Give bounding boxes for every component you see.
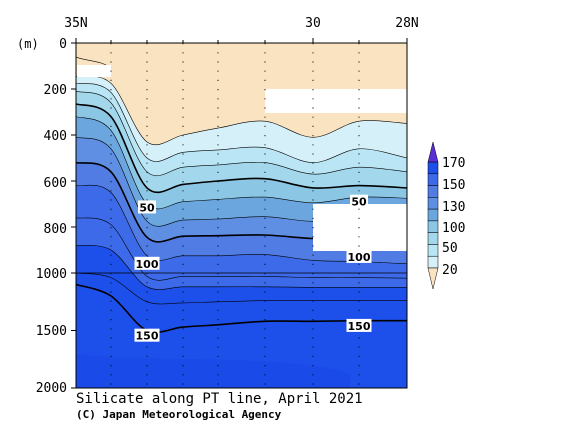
colorbar-box	[427, 220, 439, 233]
y-tick-label: 600	[44, 176, 67, 191]
contour-label-box	[134, 328, 160, 342]
colorbar-box	[427, 232, 439, 245]
y-tick-label: 1000	[36, 267, 67, 282]
colorbar-box	[427, 185, 439, 198]
contour-labels: 50 50 100 100 150 150	[134, 194, 372, 343]
colorbar-box	[427, 208, 439, 222]
colorbar-bottom-triangle	[427, 267, 439, 290]
missing-data-patch	[77, 65, 111, 77]
contour-label-box	[134, 256, 160, 270]
x-tick-label: 30	[305, 16, 321, 31]
missing-data-patch	[313, 204, 407, 251]
contour-label: 50	[139, 201, 155, 214]
contour-label-box	[350, 194, 368, 208]
colorbar-label: 50	[442, 241, 458, 256]
contour-label: 150	[136, 330, 159, 343]
x-axis-ticks	[75, 38, 408, 43]
contour-150	[76, 283, 407, 334]
x-tick-label: 28N	[395, 16, 418, 31]
contour-40	[76, 91, 407, 177]
y-tick-label: 800	[44, 222, 67, 237]
missing-data-patches	[77, 65, 407, 251]
band-deep	[76, 353, 350, 388]
x-tick-label: 35N	[64, 16, 87, 31]
contour-20	[76, 75, 407, 146]
contour-110	[76, 184, 407, 265]
contour-label: 100	[348, 251, 371, 264]
missing-data-patch	[265, 89, 407, 113]
contour-30	[76, 82, 407, 163]
colorbar-label: 170	[442, 156, 465, 171]
colorbar-box	[427, 255, 439, 269]
y-axis-unit: (m)	[17, 37, 39, 51]
y-tick-label: 2000	[36, 381, 67, 396]
colorbar-label: 20	[442, 263, 458, 278]
chart-title: Silicate along PT line, April 2021	[76, 391, 363, 407]
y-axis-ticks	[71, 42, 76, 389]
contour-label-box	[138, 200, 156, 214]
contour-label: 100	[136, 258, 159, 271]
colorbar-label: 150	[442, 178, 465, 193]
y-tick-label: 200	[44, 83, 67, 98]
y-tick-label: 1500	[36, 324, 67, 339]
colorbar-label: 130	[442, 200, 465, 215]
colorbar-label: 100	[442, 221, 465, 236]
contour-label-box	[346, 318, 372, 332]
chart-credit: (C) Japan Meteorological Agency	[76, 408, 282, 421]
colorbar	[427, 141, 439, 290]
y-tick-label: 0	[59, 37, 67, 52]
colorbar-box	[427, 197, 439, 210]
y-tick-label: 400	[44, 129, 67, 144]
contour-label-box	[346, 249, 372, 263]
contour-label: 50	[351, 196, 367, 209]
colorbar-top-triangle	[427, 141, 439, 163]
contour-130	[76, 245, 407, 290]
colorbar-box	[427, 244, 439, 257]
contour-label: 150	[348, 320, 371, 333]
contour-120	[76, 217, 407, 281]
plot-frame	[75, 42, 408, 389]
colorbar-box	[427, 173, 439, 186]
colorbar-box	[427, 161, 439, 175]
